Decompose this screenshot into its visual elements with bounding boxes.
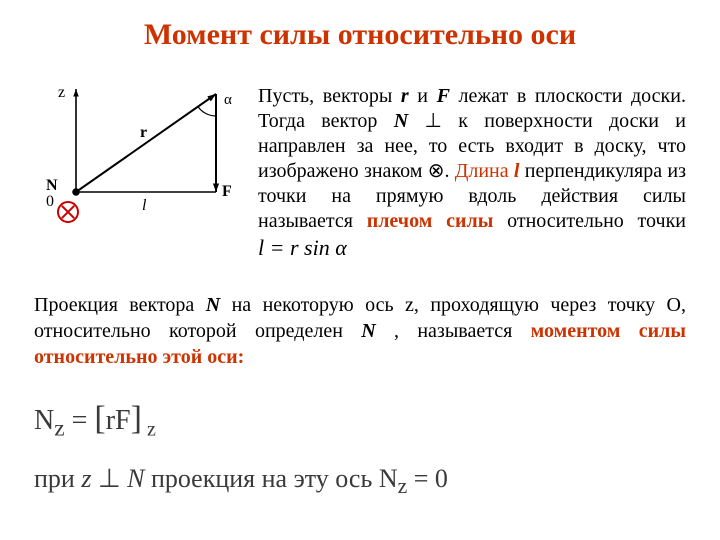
paragraph-1: Пусть, векторы r и F лежат в плоскости д…	[258, 84, 686, 262]
p1-run2: и	[409, 85, 437, 107]
vector-F: F	[437, 85, 450, 107]
f2-perp: ⊥	[91, 464, 127, 493]
paragraph-2: Проекция вектора N на некоторую ось z, п…	[34, 292, 686, 370]
p1-run6: относительно точки	[493, 210, 686, 232]
formula-block: Nz = [rF] z при z ⊥ N проекция на эту ос…	[34, 392, 686, 504]
formula-line-2: при z ⊥ N проекция на эту ось Nz = 0	[34, 458, 686, 504]
f2-N: N	[127, 464, 144, 493]
f2-Nz-z: z	[398, 474, 408, 498]
moment-diagram: z l r Fα N0	[34, 64, 244, 234]
moment-diagram-svg: z l r Fα N0	[34, 64, 244, 234]
vector-N: N	[394, 110, 408, 132]
svg-text:z: z	[58, 84, 65, 101]
f1-sub-z2: z	[142, 419, 156, 441]
svg-text:F: F	[222, 183, 232, 200]
svg-text:l: l	[142, 197, 147, 214]
f1-rF: rF	[106, 405, 131, 436]
length-prefix: Длина	[455, 160, 514, 182]
svg-text:0: 0	[46, 193, 54, 210]
f2-pre: при	[34, 464, 81, 493]
formula-line-1: Nz = [rF] z	[34, 392, 686, 448]
f2-mid: проекция на эту ось	[144, 464, 378, 493]
f1-bracket-open: [	[94, 400, 105, 437]
force-arm-term: плечом силы	[367, 210, 494, 232]
vector-r: r	[401, 85, 409, 107]
p1-run1: Пусть, векторы	[258, 85, 401, 107]
f2-Nz-N: N	[379, 464, 398, 493]
slide-root: Момент силы относительно оси zlrFαN0 Пус…	[0, 0, 720, 540]
svg-text:N: N	[46, 177, 58, 194]
slide-title: Момент силы относительно оси	[34, 18, 686, 52]
f1-eq: =	[65, 405, 95, 436]
top-row: zlrFαN0 Пусть, векторы r и F лежат в пло…	[34, 64, 686, 282]
p2-run1: Проекция вектора	[34, 294, 206, 316]
perp-symbol: ⊥	[408, 110, 458, 132]
p2-vector-N2: N	[361, 320, 375, 342]
f1-sub-z: z	[54, 416, 64, 442]
p2-run3: , называется	[376, 320, 531, 342]
svg-text:α: α	[224, 92, 232, 108]
arm-equation: l = r sin α	[258, 235, 347, 260]
f1-bracket-close: ]	[131, 400, 142, 437]
p2-vector-N: N	[206, 294, 220, 316]
f1-N: N	[34, 405, 54, 436]
f2-z: z	[81, 464, 91, 493]
f2-eq0: = 0	[407, 464, 448, 493]
svg-text:r: r	[140, 124, 147, 141]
